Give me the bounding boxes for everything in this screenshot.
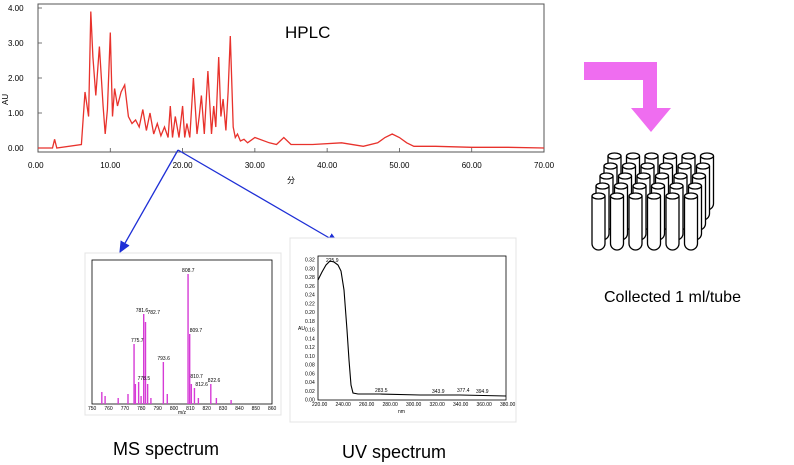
uv-ytick-label: 0.08 [305,363,315,369]
uv-xtick-label: 300.00 [406,402,422,408]
uv-xtick-label: 280.00 [383,402,399,408]
ms-spectrum-label: MS spectrum [113,439,219,459]
uv-plot-frame [317,255,507,401]
hplc-ytick-label: 4.00 [8,4,24,13]
test-tube [591,192,606,251]
uv-peak-label: 343.9 [432,389,445,395]
hplc-xtick-label: 20.00 [173,161,194,170]
hplc-chromatogram: 0.00 1.00 2.00 3.00 4.00 0.00 10.00 20.00 30.00… [1,3,555,185]
hplc-ytick-label: 2.00 [8,74,24,83]
ms-xtick-label: 770 [121,406,130,412]
ms-xtick-label: 750 [88,406,97,412]
uv-ytick-label: 0.14 [305,336,315,342]
ms-peak-label: 781.6 [136,308,149,314]
uv-ytick-label: 0.30 [305,266,315,272]
ms-peak-label: 778.5 [138,376,151,382]
ms-spectrum-panel: 808.7 781.6 782.7 809.7 775.7 778.5 793.6 810.7… [84,252,282,459]
ms-xtick-label: 860 [268,406,277,412]
test-tube [609,192,625,251]
uv-ytick-label: 0.18 [305,319,315,325]
arrow-to-ms [119,149,179,254]
ms-xtick-label: 760 [104,406,113,412]
ms-xtick-label: 790 [153,406,162,412]
hplc-xlabel: 分 [287,176,295,185]
arrow-to-uv [177,149,340,244]
hplc-xtick-label: 30.00 [245,161,266,170]
uv-ytick-label: 0.20 [305,310,315,316]
ms-xtick-label: 850 [252,406,261,412]
uv-ytick-label: 0.28 [305,275,315,281]
hplc-xtick-label: 10.00 [100,161,121,170]
ms-peak-label: 782.7 [148,310,161,316]
ms-peak-label: 822.6 [208,378,221,384]
collection-tubes [591,152,715,251]
uv-ytick-label: 0.16 [305,328,315,334]
ms-peak-label: 812.6 [195,382,208,388]
uv-xtick-label: 260.00 [359,402,375,408]
uv-spectrum-panel: 0.32 0.30 0.28 0.26 0.24 0.22 0.20 0.18 0.16 0.14… [289,237,517,462]
uv-ytick-label: 0.10 [305,354,315,360]
uv-xlabel: nm [398,409,405,415]
hplc-ytick-label: 1.00 [8,109,24,118]
uv-trace [317,260,507,397]
uv-peak-label: 394.9 [476,389,489,395]
uv-xtick-label: 320.00 [430,402,446,408]
test-tube [683,192,699,251]
uv-xtick-label: 340.00 [453,402,469,408]
uv-ylabel: AU [298,326,305,332]
hplc-xtick-label: 60.00 [462,161,483,170]
hplc-xtick-label: 50.00 [389,161,410,170]
ms-peak-label: 793.6 [157,356,170,362]
ms-xtick-label: 800 [170,406,179,412]
uv-ytick-label: 0.24 [305,293,315,299]
ms-xtick-label: 810 [186,406,195,412]
uv-ytick-label: 0.00 [305,398,315,404]
ms-peak-label: 775.7 [131,338,144,344]
ms-peak-label: 808.7 [182,268,195,274]
ms-peak-label: 809.7 [190,328,203,334]
uv-peak-label: 225.9 [326,258,339,264]
hplc-ytick-label: 0.00 [8,144,24,153]
hplc-ytick-label: 3.00 [8,39,24,48]
uv-ytick-label: 0.02 [305,389,315,395]
uv-peak-label: 377.4 [457,388,470,394]
uv-ytick-label: 0.06 [305,371,315,377]
hplc-xtick-label: 0.00 [28,161,44,170]
test-tube [646,192,662,251]
hplc-xtick-label: 70.00 [534,161,555,170]
hplc-trace-line [38,11,545,149]
tubes-label: Collected 1 ml/tube [604,289,741,306]
uv-spectrum-label: UV spectrum [342,442,446,462]
uv-ytick-label: 0.26 [305,284,315,290]
uv-outer-frame [289,237,517,423]
uv-ytick-label: 0.04 [305,380,315,386]
ms-plot-frame [91,259,273,405]
uv-xtick-label: 220.00 [312,402,328,408]
hplc-title: HPLC [285,23,330,42]
hplc-xtick-label: 40.00 [317,161,338,170]
hplc-plot-frame [37,3,545,153]
ms-outer-frame [84,252,282,416]
ms-xtick-label: 820 [203,406,212,412]
ms-peak-label: 810.7 [190,374,203,380]
ms-xtick-label: 840 [235,406,244,412]
uv-xtick-label: 380.00 [500,402,516,408]
ms-xtick-label: 780 [137,406,146,412]
ms-xlabel: m/z [178,410,187,416]
test-tube [665,192,680,251]
collection-arrow [584,62,671,132]
ms-xtick-label: 830 [219,406,228,412]
hplc-ylabel: AU [1,94,10,105]
uv-xtick-label: 360.00 [477,402,493,408]
uv-ytick-label: 0.32 [305,258,315,264]
uv-ytick-label: 0.22 [305,301,315,307]
uv-xtick-label: 240.00 [336,402,352,408]
uv-ytick-label: 0.12 [305,345,315,351]
uv-peak-label: 283.5 [375,388,388,394]
test-tube [628,192,643,251]
